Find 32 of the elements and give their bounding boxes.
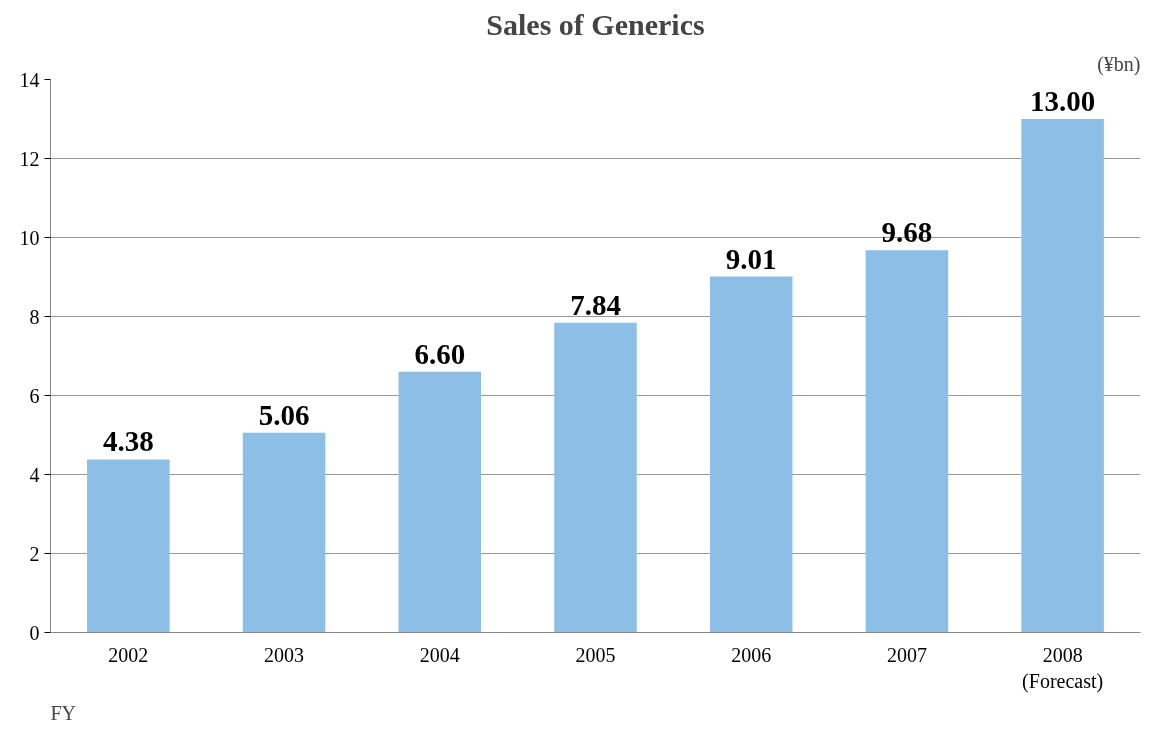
x-tick-label: 2003 [264,643,305,666]
y-tick-label: 8 [29,305,40,328]
y-axis-title: (¥bn) [1097,52,1141,76]
bar [242,432,326,633]
data-label: 6.60 [414,337,466,370]
bar [398,371,482,633]
x-tick-label: 2005 [575,643,616,666]
bar [709,276,793,633]
data-label: 13.00 [1030,85,1096,117]
data-label: 9.68 [881,216,933,249]
data-label: 5.06 [258,398,310,431]
bar [87,459,170,633]
bar [1021,119,1104,633]
x-tick-label: 2002 [108,643,149,666]
y-tick-label: 14 [19,68,40,91]
bar [865,250,949,633]
data-label: 7.84 [570,288,621,321]
y-tick-label: 4 [29,463,40,486]
bar [554,322,637,633]
chart-title: Sales of Generics [486,7,705,41]
data-label: 4.38 [102,425,154,458]
x-tick-label: 2006 [731,643,772,666]
text: FY [50,701,77,724]
y-tick-label: 12 [19,147,40,170]
data-label: 9.01 [725,242,777,275]
y-tick-label: 10 [19,226,40,249]
x-tick-label: 2008 (Forecast) [1022,643,1104,693]
x-tick-label: 2004 [419,643,460,666]
x-tick-label: 2007 [886,643,927,666]
y-tick-label: 2 [29,542,40,565]
y-tick-label: 0 [29,621,40,644]
y-tick-label: 6 [29,384,40,407]
